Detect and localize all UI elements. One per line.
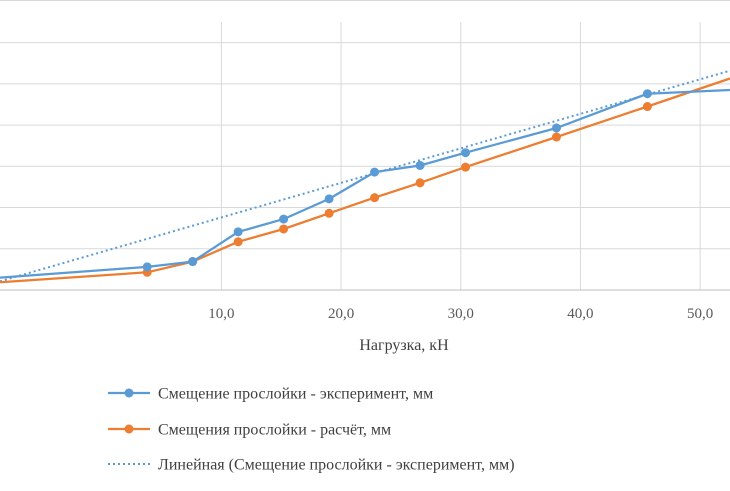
legend-marker [124,424,134,434]
x-axis-title: Нагрузка, кН [359,337,449,354]
data-point [415,178,425,188]
data-point [233,227,243,237]
series-line-2 [0,69,730,283]
data-point [461,148,471,158]
data-point [370,167,380,177]
x-tick-label: 10,0 [208,306,234,322]
x-tick-label: 30,0 [448,306,474,322]
data-point [324,208,334,218]
legend: Смещение прослойки - эксперимент, мм Смещ… [108,386,515,474]
data-point [142,262,152,272]
data-point [415,160,425,170]
data-point [370,193,380,203]
data-point [279,224,289,234]
legend-label: Смещение прослойки - эксперимент, мм [158,386,433,403]
series-line-1 [0,77,730,284]
data-point [461,162,471,172]
legend-label: Смещения прослойки - расчёт, мм [158,422,391,439]
data-point [233,237,243,247]
gridlines [0,0,730,291]
series-line-0 [0,88,730,279]
legend-marker [124,388,134,398]
x-tick-label: 50,0 [687,306,713,322]
data-point [324,194,334,204]
x-axis-ticks: 10,0 20,0 30,0 40,0 50,0 [208,306,713,322]
x-tick-label: 40,0 [567,306,593,322]
data-point [279,214,289,224]
data-point [551,132,561,142]
series-lines [0,69,730,284]
data-point [188,257,198,267]
data-point [642,89,652,99]
legend-label: Линейная (Смещение прослойки - экспериме… [158,457,515,474]
x-tick-label: 20,0 [328,306,354,322]
data-point [642,102,652,112]
data-point [551,123,561,133]
